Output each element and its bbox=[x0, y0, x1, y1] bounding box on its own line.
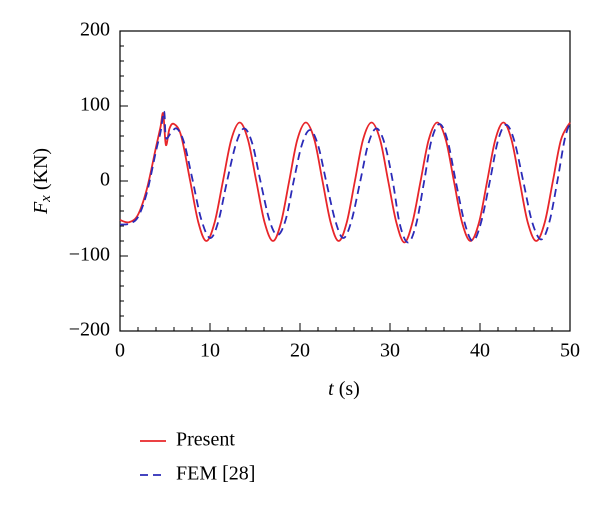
y-tick-label: −100 bbox=[69, 244, 110, 266]
legend-label: Present bbox=[176, 429, 235, 451]
y-tick-label: −200 bbox=[69, 319, 110, 341]
x-tick-label: 10 bbox=[200, 340, 220, 362]
x-tick-label: 20 bbox=[290, 340, 310, 362]
y-axis-label: Fx (KN) bbox=[30, 148, 55, 215]
y-tick-label: 0 bbox=[100, 169, 110, 191]
legend-label: FEM [28] bbox=[176, 463, 255, 485]
x-unit: (s) bbox=[339, 378, 360, 400]
x-tick-label: 40 bbox=[470, 340, 490, 362]
series-line bbox=[119, 112, 571, 244]
y-tick-label: 200 bbox=[80, 19, 110, 41]
x-tick-label: 30 bbox=[380, 340, 400, 362]
y-unit: (KN) bbox=[30, 148, 52, 190]
y-symbol: F bbox=[30, 201, 52, 215]
x-tick-label: 50 bbox=[560, 340, 580, 362]
x-axis-label: t (s) bbox=[328, 378, 360, 400]
series-line bbox=[119, 110, 571, 244]
x-symbol: t bbox=[328, 378, 334, 400]
y-tick-label: 100 bbox=[80, 94, 110, 116]
plot-frame bbox=[119, 30, 571, 332]
y-subscript: x bbox=[38, 195, 54, 203]
x-tick-label: 0 bbox=[115, 340, 125, 362]
